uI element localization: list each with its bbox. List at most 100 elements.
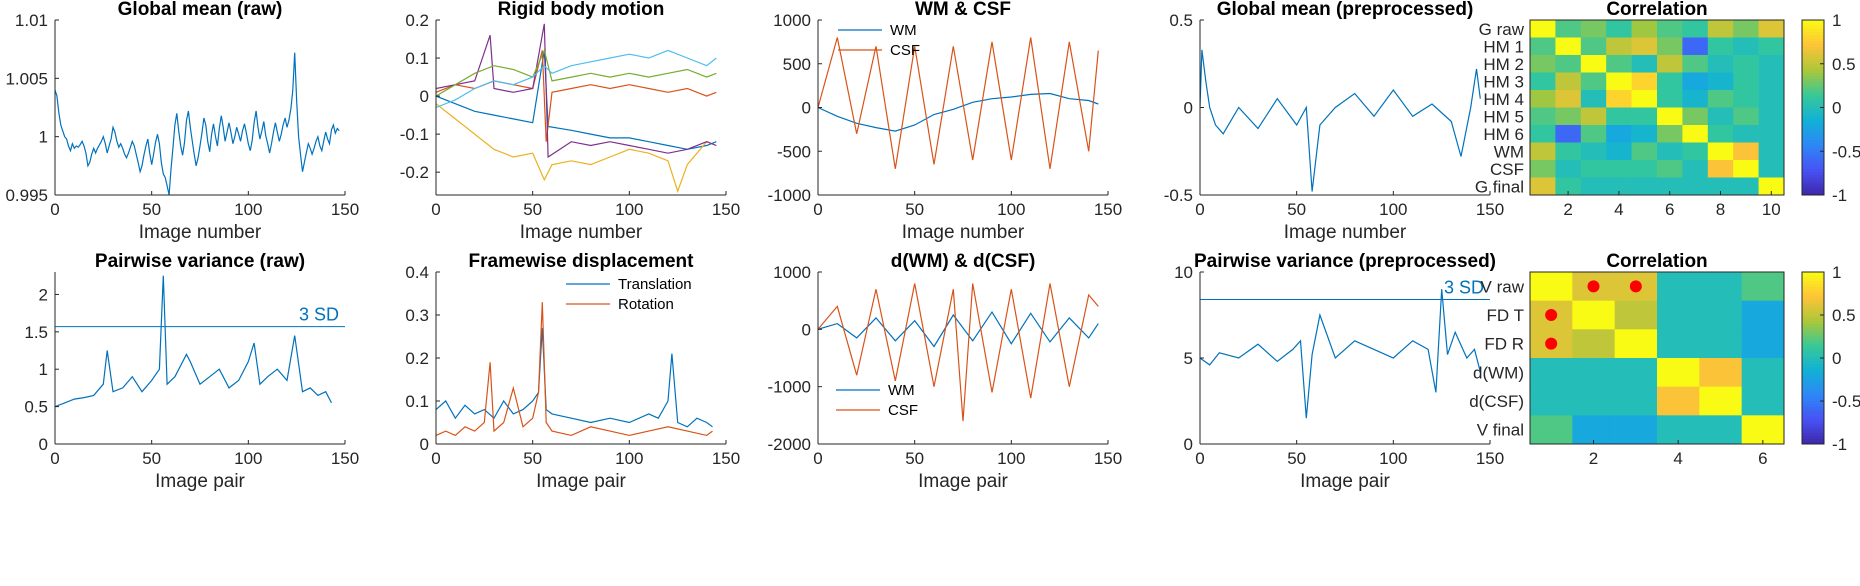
x-axis-label: Image pair (918, 471, 1008, 492)
colorbar-step (1802, 349, 1824, 353)
heatmap-cell (1682, 177, 1709, 196)
x-tick-label: 150 (1476, 449, 1504, 468)
heatmap-cell (1699, 272, 1742, 301)
colorbar-step (1802, 43, 1824, 47)
colorbar-tick-label: 0.5 (1832, 55, 1856, 74)
threshold-label: 3 SD (299, 305, 339, 325)
heatmap-cell (1758, 177, 1785, 196)
heatmap-cell (1606, 177, 1632, 196)
x-tick-label: 0 (431, 200, 440, 219)
x-tick-label: 100 (997, 449, 1025, 468)
row-label: HM 6 (1483, 125, 1524, 144)
heatmap-cell (1682, 55, 1709, 73)
colorbar-step (1802, 358, 1824, 362)
colorbar-step (1802, 90, 1824, 94)
heatmap-cell (1657, 37, 1683, 56)
colorbar-step (1802, 125, 1824, 129)
x-tick-label: 150 (712, 200, 740, 219)
y-tick-label: 10 (1174, 263, 1193, 282)
y-tick-label: 0 (420, 87, 429, 106)
heatmap-cell (1606, 142, 1632, 161)
colorbar-step (1802, 40, 1824, 44)
colorbar-step (1802, 403, 1824, 408)
heatmap-cell (1530, 177, 1556, 196)
x-tick-label: 100 (615, 449, 643, 468)
heatmap-cell (1530, 72, 1556, 91)
series-line-1 (1200, 49, 1481, 192)
x-tick-label: 50 (905, 449, 924, 468)
series-line-1 (55, 275, 333, 408)
heatmap-cell (1631, 20, 1658, 38)
colorbar-step (1802, 292, 1824, 296)
x-axis-label: Image pair (155, 471, 245, 492)
colorbar-step (1802, 133, 1824, 138)
legend: WM CSF (836, 382, 918, 419)
x-axis-label: Image number (1284, 222, 1407, 243)
heatmap-cell (1707, 177, 1734, 196)
colorbar-step (1802, 20, 1824, 24)
heatmap-cell (1733, 177, 1759, 196)
heatmap-cell (1555, 125, 1582, 143)
colorbar-step (1802, 113, 1824, 117)
colorbar-step (1802, 332, 1824, 336)
heatmap-cell (1580, 90, 1607, 108)
heatmap-cell (1682, 160, 1709, 178)
x-tick-label: 150 (331, 449, 359, 468)
heatmap-cell (1682, 72, 1709, 91)
x-tick-label: 0 (50, 449, 59, 468)
colorbar-step (1802, 297, 1824, 302)
colorbar-step (1802, 136, 1824, 140)
chart-title: Rigid body motion (498, 0, 665, 20)
colorbar-tick-label: 0 (1832, 349, 1841, 368)
row-label: WM (1494, 142, 1524, 161)
heatmap-cell (1657, 177, 1683, 196)
heatmap-cell (1699, 329, 1742, 359)
y-tick-label: 0.5 (24, 398, 48, 417)
colorbar-step (1802, 392, 1824, 396)
colorbar-step (1802, 60, 1824, 65)
colorbar-step (1802, 375, 1824, 379)
series-line-1 (436, 50, 717, 150)
x-tick-label: 0 (1195, 449, 1204, 468)
colorbar-step (1802, 372, 1824, 376)
colorbar-step (1802, 418, 1824, 422)
colorbar-step (1802, 160, 1824, 164)
colorbar-step (1802, 401, 1824, 405)
heatmap-cell (1606, 20, 1632, 38)
heatmap-cell (1572, 358, 1615, 387)
colorbar-step (1802, 320, 1824, 324)
colorbar-tick-label: 0.5 (1832, 306, 1856, 325)
row-label: FD T (1487, 306, 1524, 325)
heatmap-cell (1682, 90, 1709, 108)
colorbar-step (1802, 63, 1824, 68)
colorbar-step (1802, 148, 1824, 152)
colorbar-step (1802, 415, 1824, 419)
heatmap-cell (1555, 37, 1582, 56)
x-tick-label: 0 (1195, 200, 1204, 219)
colorbar-tick-label: -1 (1832, 186, 1847, 205)
x-tick-label: 0 (813, 200, 822, 219)
legend: Translation Rotation (566, 276, 692, 313)
heatmap-cell (1733, 107, 1759, 126)
significance-marker (1545, 337, 1558, 350)
colorbar-step (1802, 168, 1824, 173)
heatmap-cell (1530, 107, 1556, 126)
heatmap-cell (1758, 72, 1785, 91)
x-tick-label: 100 (1379, 200, 1407, 219)
colorbar-step (1802, 294, 1824, 299)
heatmap-cell (1657, 329, 1700, 359)
heatmap-cell (1741, 386, 1785, 416)
heatmap-cell (1657, 90, 1683, 108)
heatmap-cell (1699, 415, 1742, 445)
x-axis-label: Image number (902, 222, 1025, 243)
heatmap-cell (1580, 177, 1607, 196)
colorbar-tick-label: 1 (1832, 263, 1841, 282)
colorbar-step (1802, 317, 1824, 322)
series-line-csf (818, 283, 1099, 422)
row-label: HM 4 (1483, 90, 1524, 109)
heatmap-cell (1758, 125, 1785, 143)
heatmap-cell (1530, 160, 1556, 178)
heatmap-cell (1758, 37, 1785, 56)
x-tick-label: 4 (1673, 449, 1682, 468)
